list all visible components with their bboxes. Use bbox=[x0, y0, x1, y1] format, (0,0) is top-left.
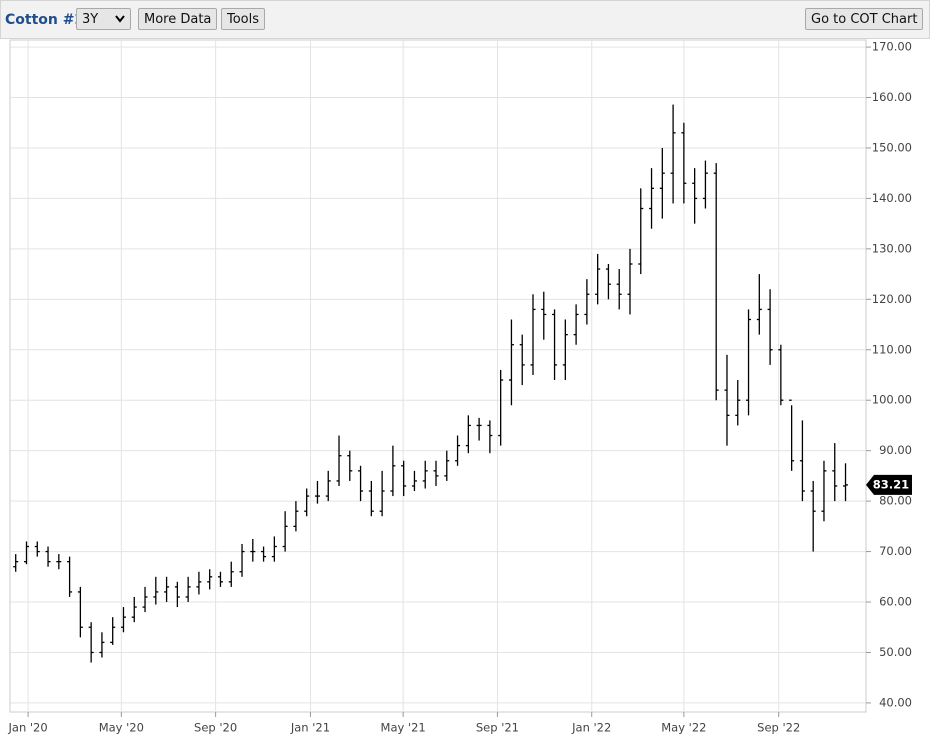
x-tick-label: May '20 bbox=[99, 721, 144, 735]
x-tick-label: Jan '20 bbox=[8, 721, 48, 735]
y-tick-label: 170.00 bbox=[872, 40, 912, 54]
cot-chart-button[interactable]: Go to COT Chart bbox=[805, 8, 924, 30]
y-tick-label: 50.00 bbox=[879, 645, 912, 659]
x-tick-label: Jan '21 bbox=[290, 721, 330, 735]
x-tick-label: Sep '20 bbox=[194, 721, 237, 735]
y-tick-label: 90.00 bbox=[879, 443, 912, 457]
range-value: 3Y bbox=[82, 12, 99, 27]
y-tick-label: 80.00 bbox=[879, 494, 912, 508]
symbol-title: Cotton #2 bbox=[5, 12, 85, 28]
y-tick-label: 150.00 bbox=[872, 140, 912, 154]
more-data-button[interactable]: More Data bbox=[138, 8, 218, 30]
x-tick-label: Sep '22 bbox=[757, 721, 800, 735]
plot-frame bbox=[9, 39, 867, 713]
y-tick-label: 70.00 bbox=[879, 544, 912, 558]
x-tick-label: Jan '22 bbox=[571, 721, 611, 735]
y-tick-label: 60.00 bbox=[879, 595, 912, 609]
last-price-label: 83.21 bbox=[873, 477, 909, 491]
range-select[interactable]: 3Y bbox=[76, 8, 131, 30]
y-tick-label: 40.00 bbox=[879, 695, 912, 709]
toolbar: Cotton #2 3Y More Data Tools Go to COT C… bbox=[0, 0, 930, 39]
y-tick-label: 160.00 bbox=[872, 90, 912, 104]
dropdown-arrow bbox=[115, 15, 125, 23]
y-tick-label: 130.00 bbox=[872, 241, 912, 255]
y-tick-label: 110.00 bbox=[872, 342, 912, 356]
last-price-marker bbox=[866, 474, 912, 495]
y-tick-label: 100.00 bbox=[872, 393, 912, 407]
x-tick-label: May '21 bbox=[381, 721, 426, 735]
y-tick-label: 120.00 bbox=[872, 292, 912, 306]
x-tick-label: May '22 bbox=[661, 721, 706, 735]
x-tick-label: Sep '21 bbox=[476, 721, 519, 735]
y-tick-label: 140.00 bbox=[872, 191, 912, 205]
tools-button[interactable]: Tools bbox=[221, 8, 266, 30]
